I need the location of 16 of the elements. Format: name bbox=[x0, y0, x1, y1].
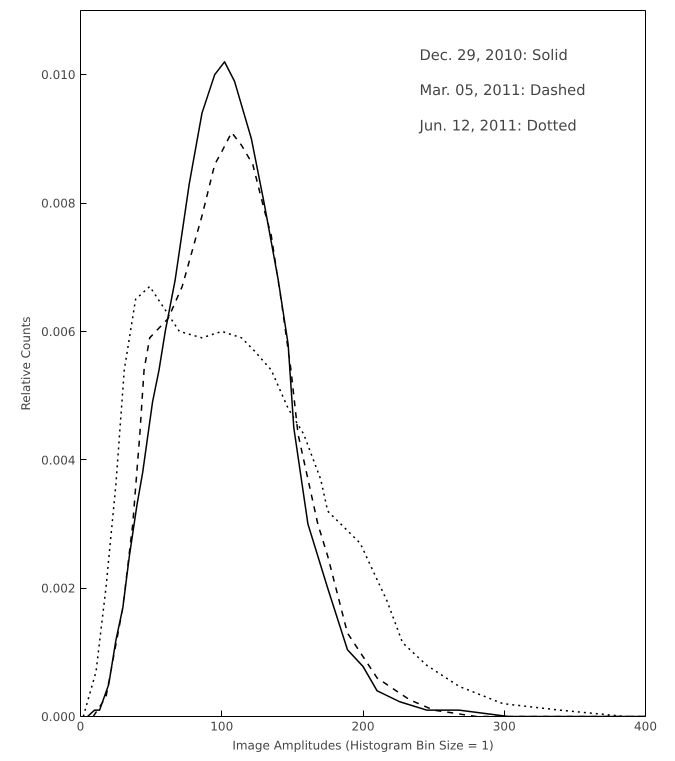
annotation: Dec. 29, 2010: Solid bbox=[420, 46, 568, 64]
y-tick-label: 0.010 bbox=[41, 68, 76, 82]
y-tick-label: 0.006 bbox=[41, 324, 76, 339]
y-tick-label: 0.008 bbox=[41, 196, 76, 211]
y-axis-title: Relative Counts bbox=[19, 316, 34, 411]
y-tick-label: 0.004 bbox=[41, 453, 76, 468]
x-tick-label: 100 bbox=[210, 720, 234, 734]
annotation: Jun. 12, 2011: Dotted bbox=[418, 118, 577, 135]
x-tick-label: 0 bbox=[76, 720, 84, 734]
x-tick-label: 400 bbox=[634, 720, 657, 734]
annotation: Mar. 05, 2011: Dashed bbox=[420, 82, 586, 100]
y-tick-label: 0.002 bbox=[41, 582, 76, 596]
x-tick-label: 300 bbox=[492, 720, 516, 734]
x-axis-title: Image Amplitudes (Histogram Bin Size = 1) bbox=[232, 738, 494, 752]
y-tick-label: 0.000 bbox=[41, 710, 76, 724]
x-tick-label: 200 bbox=[352, 720, 374, 734]
